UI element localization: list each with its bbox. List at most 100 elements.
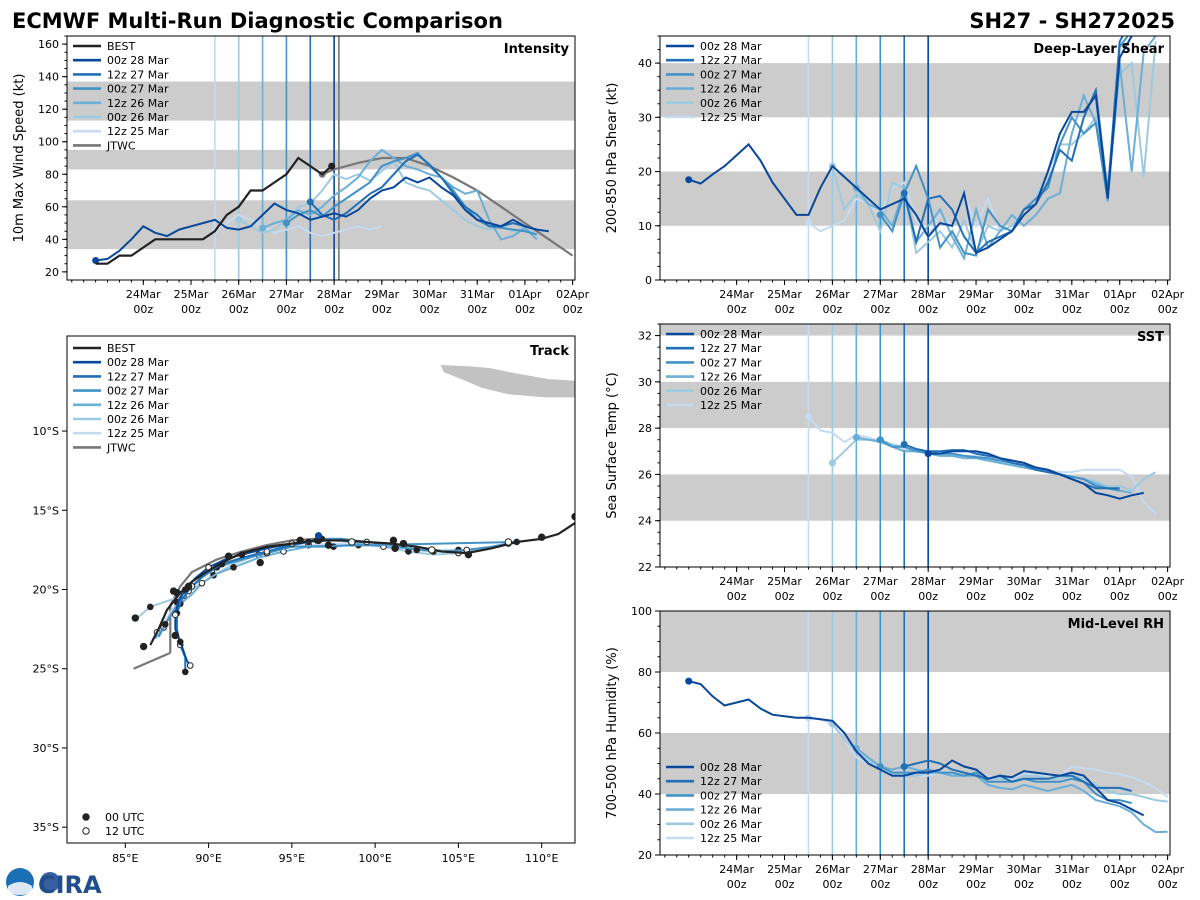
track-point (181, 668, 189, 676)
plot-frame (659, 323, 1171, 568)
x-tick-label: 02Apr (1151, 575, 1185, 588)
best-track-point (171, 631, 179, 640)
x-tick-label: 00z (229, 303, 249, 316)
noaa-wave-shape (8, 882, 32, 895)
best-track-point (391, 544, 399, 553)
panel-title: Deep-Layer Shear (1033, 42, 1164, 57)
x-tick-label: 25Mar (174, 288, 209, 301)
x-tick-label: 00z (1158, 878, 1178, 891)
x-tick-label: 00z (1062, 303, 1082, 316)
best-track-point (139, 642, 148, 651)
shaded-band (660, 611, 1170, 672)
shaded-band (660, 63, 1170, 118)
series-line (95, 176, 549, 262)
y-tick-label: 40 (45, 233, 59, 246)
series-line (903, 36, 1124, 255)
y-tick-label: 80 (638, 666, 652, 679)
best-track-point (537, 533, 546, 541)
best-track-point (464, 550, 473, 559)
series-line (879, 438, 1120, 492)
x-tick-label: 24Mar (719, 288, 754, 301)
y-axis-label: 200-850 hPa Shear (kt) (605, 83, 620, 234)
y-tick-label: 24 (638, 515, 652, 528)
x-tick-label: 01Apr (1103, 863, 1137, 876)
x-tick-label: 00z (515, 303, 535, 316)
x-tick-label: 85°E (112, 852, 138, 865)
legend-label: 12z 27 Mar (700, 775, 762, 788)
y-axis-label: 700-500 hPa Humidity (%) (605, 647, 620, 819)
series-init-point (828, 459, 836, 467)
x-tick-label: 24Mar (719, 863, 754, 876)
best-track-point (428, 546, 436, 554)
y-tick-label: 28 (638, 422, 652, 435)
y-tick-label: 30 (638, 376, 652, 389)
x-tick-label: 29Mar (959, 863, 994, 876)
track-point (198, 579, 206, 587)
x-tick-label: 100°E (358, 852, 391, 865)
y-tick-label: 40 (638, 57, 652, 70)
x-tick-label: 31Mar (460, 288, 495, 301)
x-tick-label: 25Mar (767, 863, 802, 876)
panel-title: Intensity (504, 42, 570, 57)
y-tick-label: 10 (638, 220, 652, 233)
figure-title: ECMWF Multi-Run Diagnostic Comparison (12, 9, 503, 33)
legend-label: 00z 28 Mar (700, 40, 762, 53)
best-track-point (184, 582, 193, 591)
best-track-point (296, 536, 304, 545)
series-init-point (282, 219, 290, 227)
y-tick-label: 30°S (33, 742, 59, 755)
x-tick-label: 01Apr (1103, 575, 1137, 588)
x-tick-label: 00z (918, 878, 938, 891)
x-tick-label: 00z (775, 878, 795, 891)
y-tick-label: 0 (645, 274, 652, 287)
series-init-point (259, 224, 267, 232)
series-init-point (804, 413, 812, 421)
x-tick-label: 00z (372, 303, 392, 316)
best-track-point (504, 538, 513, 546)
x-tick-label: 00z (1158, 303, 1178, 316)
track-point (161, 621, 169, 628)
storm-id: SH27 - SH272025 (969, 9, 1175, 33)
series-line (688, 680, 1145, 817)
x-tick-label: 29Mar (959, 575, 994, 588)
x-tick-label: 25Mar (767, 288, 802, 301)
best-track-point (169, 587, 178, 595)
best-track-point (324, 541, 333, 549)
x-tick-label: 110°E (525, 852, 558, 865)
series-line (928, 450, 1144, 500)
y-axis-label: 10m Max Wind Speed (kt) (12, 74, 27, 243)
series-init-point (804, 219, 812, 227)
legend-label: 00z 27 Mar (700, 356, 762, 369)
best-track-point (131, 614, 139, 622)
legend-label: 00z 28 Mar (700, 328, 762, 341)
legend-label: 12z 26 Mar (700, 83, 762, 96)
legend-label: 12z 27 Mar (700, 342, 762, 355)
y-tick-label: 100 (631, 605, 652, 618)
y-tick-label: 30 (638, 111, 652, 124)
series-line (879, 765, 1132, 805)
x-tick-label: 00z (133, 303, 153, 316)
legend-label: 12z 25 Mar (700, 111, 762, 124)
legend-label: 12z 27 Mar (700, 54, 762, 67)
x-tick-label: 00z (1062, 878, 1082, 891)
best-track-point (224, 552, 233, 560)
legend-label: 12z 27 Mar (107, 68, 169, 81)
x-tick-label: 25Mar (767, 575, 802, 588)
legend-label: 12z 26 Mar (700, 371, 762, 384)
x-tick-label: 27Mar (269, 288, 304, 301)
legend-label: 00z 26 Mar (107, 111, 169, 124)
series-init-point (306, 198, 314, 206)
land-shape (439, 364, 575, 399)
x-tick-label: 30Mar (1007, 863, 1042, 876)
x-tick-label: 28Mar (317, 288, 352, 301)
legend-label: 12z 25 Mar (700, 832, 762, 845)
best-track-point (256, 558, 264, 567)
legend-label: 12z 26 Mar (700, 804, 762, 817)
y-tick-label: 25°S (33, 663, 59, 676)
x-tick-label: 00z (420, 303, 440, 316)
x-tick-label: 00z (181, 303, 201, 316)
x-tick-label: 27Mar (863, 288, 898, 301)
legend-label: BEST (107, 40, 135, 53)
y-tick-label: 22 (638, 561, 652, 574)
legend-label: 12z 25 Mar (107, 427, 169, 440)
